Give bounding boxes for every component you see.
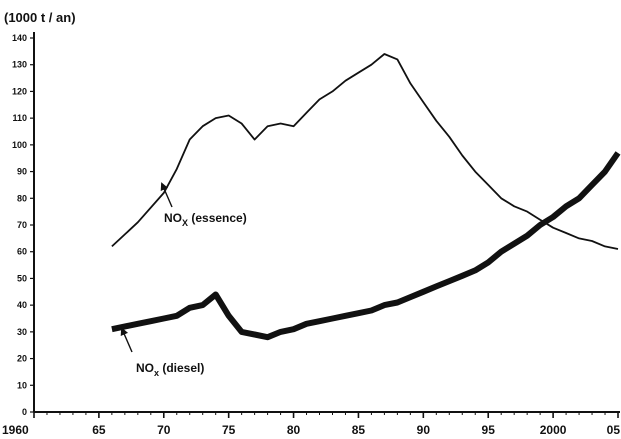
series-label-rest: (diesel): [159, 361, 204, 375]
y-axis: 0 10 20 30 40 50 60 70 80 90 100 110 120 130 140: [12, 32, 35, 417]
x-tick-label: 2000: [540, 423, 567, 437]
y-tick-label: 70: [17, 220, 27, 230]
series-label-subscript: x: [154, 368, 159, 378]
series-lines: [111, 53, 621, 341]
series-label-main: NO: [136, 361, 154, 375]
y-tick-label: 140: [12, 33, 27, 43]
y-tick-label: 120: [12, 86, 27, 96]
y-tick-label: 10: [17, 380, 27, 390]
x-tick-label: 80: [287, 423, 301, 437]
y-axis-unit-label: (1000 t / an): [4, 10, 76, 25]
y-tick-label: 130: [12, 60, 27, 70]
y-tick-label: 0: [22, 407, 27, 417]
y-tick-label: 30: [17, 327, 27, 337]
x-tick-label: 90: [417, 423, 431, 437]
y-tick-label: 60: [17, 247, 27, 257]
series-line-essence: [111, 53, 619, 250]
y-tick-label: 40: [17, 300, 27, 310]
y-tick-label: 90: [17, 167, 27, 177]
y-tick-label: 50: [17, 273, 27, 283]
annotations: NOX (essence)NOx (diesel): [120, 182, 247, 378]
y-tick-label: 80: [17, 193, 27, 203]
series-label-rest: (essence): [188, 211, 247, 225]
annotation-arrow-essence: [160, 182, 173, 208]
series-label-main: NO: [164, 211, 182, 225]
x-tick-label: 70: [157, 423, 171, 437]
series-label-diesel: NOx (diesel): [136, 361, 204, 378]
annotation-arrow-diesel: [120, 327, 133, 353]
y-tick-label: 100: [12, 140, 27, 150]
y-tick-label: 20: [17, 354, 27, 364]
x-tick-label: 75: [222, 423, 236, 437]
x-tick-label: 85: [352, 423, 366, 437]
x-tick-label: 65: [92, 423, 106, 437]
x-tick-label: 95: [482, 423, 496, 437]
x-axis: 1960 65 70 75 80 85 90 95 2000 05: [2, 411, 621, 437]
x-tick-label: 05: [607, 423, 621, 437]
y-tick-label: 110: [12, 113, 27, 123]
x-tick-label: 1960: [2, 423, 29, 437]
series-label-subscript: X: [182, 218, 188, 228]
series-line-diesel: [111, 151, 621, 341]
series-label-essence: NOX (essence): [164, 211, 247, 228]
